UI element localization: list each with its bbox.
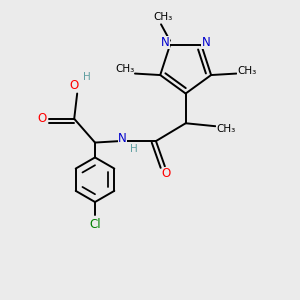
Text: O: O [162,167,171,180]
Text: H: H [130,143,137,154]
Text: N: N [161,36,170,49]
Text: CH₃: CH₃ [216,124,236,134]
Text: H: H [83,72,91,82]
Text: CH₃: CH₃ [153,12,172,22]
Text: CH₃: CH₃ [237,66,256,76]
Text: O: O [70,79,79,92]
Text: N: N [202,36,210,49]
Text: N: N [118,132,127,145]
Text: Cl: Cl [89,218,101,231]
Text: CH₃: CH₃ [115,64,134,74]
Text: O: O [37,112,46,125]
